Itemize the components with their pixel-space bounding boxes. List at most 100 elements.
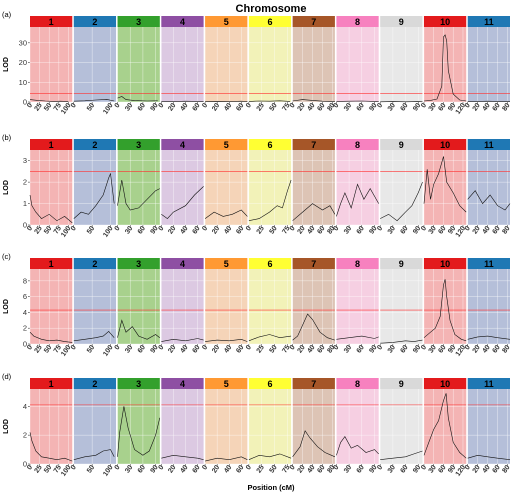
x-tick-label: 0 xyxy=(70,225,78,232)
x-tick-label: 20 xyxy=(472,102,482,112)
x-tick-label: 0 xyxy=(464,102,472,109)
y-tick-label: 0 xyxy=(23,460,27,469)
chromosome-strip xyxy=(467,139,510,150)
y-tick-label: 0 xyxy=(23,98,27,107)
lod-series-line xyxy=(248,334,292,342)
facet-background xyxy=(292,27,335,102)
lod-series-line xyxy=(380,181,423,222)
chromosome-strip xyxy=(467,258,510,269)
lod-series-line xyxy=(380,450,423,460)
x-tick-label: 20 xyxy=(472,225,482,235)
x-tick-label: 60 xyxy=(491,464,501,474)
y-tick-label: 2 xyxy=(23,431,27,440)
chromosome-strip xyxy=(161,16,204,27)
panel-label: (d) xyxy=(2,372,12,381)
x-tick-label: 40 xyxy=(482,344,492,354)
x-tick-label: 30 xyxy=(428,102,438,112)
chromosome-strip-label: 11 xyxy=(484,379,494,389)
lod-series-line xyxy=(204,209,248,219)
chromosome-strip-label: 5 xyxy=(224,17,229,27)
x-tick-label: 50 xyxy=(43,344,53,354)
chromosome-strip xyxy=(73,16,117,27)
x-tick-label: 40 xyxy=(223,464,233,474)
facet-background xyxy=(117,269,160,344)
x-tick-label: 20 xyxy=(211,464,221,474)
y-tick-label: 6 xyxy=(23,292,27,301)
x-tick-label: 60 xyxy=(137,102,147,112)
x-tick-label: 75 xyxy=(281,464,291,474)
facet-background xyxy=(205,150,248,225)
y-axis-label: LOD xyxy=(3,419,10,434)
chromosome-strip xyxy=(30,139,73,150)
y-tick-label: 3 xyxy=(23,156,27,165)
facet-background xyxy=(380,150,423,225)
x-tick-label: 60 xyxy=(437,344,447,354)
chromosome-strip-label: 7 xyxy=(311,140,316,150)
facet-background xyxy=(73,150,117,225)
x-tick-label: 60 xyxy=(399,102,409,112)
lod-series-line xyxy=(117,406,161,457)
facet-background xyxy=(467,27,510,102)
x-tick-label: 0 xyxy=(114,102,122,109)
x-tick-label: 0 xyxy=(201,464,209,471)
facet-background xyxy=(30,389,73,464)
facet-background xyxy=(161,389,204,464)
x-tick-label: 75 xyxy=(53,102,63,112)
x-tick-label: 0 xyxy=(464,464,472,471)
x-tick-label: 0 xyxy=(464,225,472,232)
x-tick-label: 80 xyxy=(501,464,511,474)
x-tick-label: 0 xyxy=(333,464,341,471)
lod-series-line xyxy=(467,454,511,460)
facet-background xyxy=(117,389,160,464)
x-tick-label: 75 xyxy=(281,225,291,235)
x-tick-label: 100 xyxy=(102,225,114,239)
x-tick-label: 0 xyxy=(464,344,472,351)
chromosome-strip xyxy=(336,378,379,389)
x-tick-label: 50 xyxy=(86,344,96,354)
facet-background xyxy=(336,150,379,225)
x-tick-label: 20 xyxy=(297,102,307,112)
x-tick-label: 60 xyxy=(316,344,326,354)
x-tick-label: 80 xyxy=(501,102,511,112)
x-tick-label: 90 xyxy=(447,225,457,235)
chromosome-strip-label: 2 xyxy=(92,259,97,269)
x-tick-label: 25 xyxy=(34,102,44,112)
x-tick-label: 0 xyxy=(114,344,122,351)
lod-series-line xyxy=(292,203,336,221)
chromosome-strip-label: 8 xyxy=(355,140,360,150)
chromosome-strip xyxy=(336,258,379,269)
chromosome-strip xyxy=(380,16,423,27)
lod-series-line xyxy=(73,99,115,102)
x-tick-label: 60 xyxy=(491,102,501,112)
x-tick-label: 40 xyxy=(482,102,492,112)
chromosome-strip-label: 1 xyxy=(49,140,54,150)
x-tick-label: 50 xyxy=(86,102,96,112)
lod-series-line xyxy=(117,319,160,340)
x-tick-label: 0 xyxy=(26,102,34,109)
x-tick-label: 60 xyxy=(137,464,147,474)
x-tick-label: 20 xyxy=(297,344,307,354)
chromosome-strip-label: 3 xyxy=(136,259,141,269)
x-tick-label: 30 xyxy=(124,225,134,235)
y-axis-label: LOD xyxy=(3,57,10,72)
x-tick-label: 90 xyxy=(368,464,378,474)
lod-series-line xyxy=(248,100,291,102)
x-tick-label: 75 xyxy=(281,344,291,354)
x-tick-label: 20 xyxy=(472,344,482,354)
facet-background xyxy=(467,269,510,344)
x-tick-label: 90 xyxy=(150,344,160,354)
chromosome-strip-label: 11 xyxy=(484,17,494,27)
x-tick-label: 60 xyxy=(316,464,326,474)
x-tick-label: 90 xyxy=(412,102,422,112)
x-tick-label: 0 xyxy=(245,225,253,232)
y-tick-label: 4 xyxy=(23,308,27,317)
x-tick-label: 0 xyxy=(420,225,428,232)
chromosome-strip xyxy=(292,258,335,269)
x-tick-label: 60 xyxy=(316,102,326,112)
chromosome-strip xyxy=(248,258,292,269)
lod-series-line xyxy=(205,338,248,342)
x-tick-label: 90 xyxy=(412,225,422,235)
x-tick-label: 40 xyxy=(223,225,233,235)
x-tick-label: 80 xyxy=(326,344,336,354)
chromosome-strip xyxy=(467,16,510,27)
